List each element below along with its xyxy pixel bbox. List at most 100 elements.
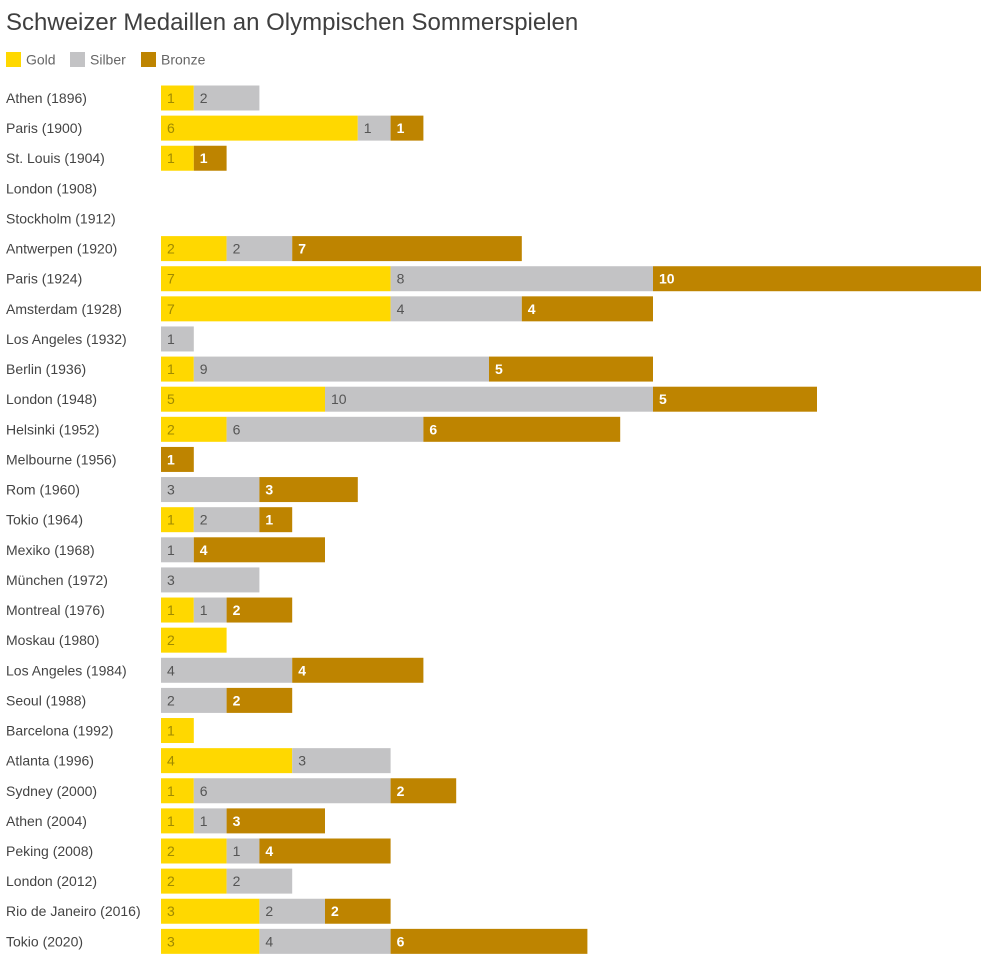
bar-segment-bronze [193,537,325,563]
category-label: Berlin (1936) [6,361,86,377]
chart-title: Schweizer Medaillen an Olympischen Somme… [6,9,578,36]
data-label-bronze: 2 [233,692,241,708]
bar-segment-silber [161,567,260,593]
data-label-silber: 2 [233,873,241,889]
bar-segment-silber [226,236,293,262]
bar-segment-gold [161,296,391,322]
bar-segment-gold [161,85,194,111]
data-label-gold: 3 [167,933,175,949]
legend: Gold Silber Bronze [6,52,206,68]
data-label-gold: 2 [167,873,175,889]
bar-segment-bronze [653,266,981,292]
data-label-gold: 1 [167,723,175,739]
bar-segment-gold [161,778,194,804]
bar-segment-silber [226,868,293,894]
bar-segment-bronze [292,657,424,683]
data-label-silber: 1 [167,542,175,558]
data-label-bronze: 4 [298,662,306,678]
bar-segment-bronze [226,808,325,834]
data-label-gold: 7 [167,301,175,317]
data-label-silber: 6 [200,783,208,799]
bar-segment-gold [161,507,194,533]
category-label: Sydney (2000) [6,783,97,799]
bar-segment-silber [193,507,260,533]
data-label-silber: 2 [200,90,208,106]
data-label-silber: 1 [200,813,208,829]
data-label-silber: 3 [167,482,175,498]
category-label: Amsterdam (1928) [6,301,122,317]
data-label-gold: 1 [167,783,175,799]
bar-segment-gold [161,718,194,744]
legend-label-bronze: Bronze [161,52,206,68]
bar-segment-bronze [259,477,358,503]
bar-segment-bronze [489,356,653,382]
bar-segment-bronze [226,687,293,713]
data-label-gold: 1 [167,150,175,166]
data-label-silber: 1 [233,843,241,859]
bar-segment-bronze [292,236,522,262]
data-label-bronze: 6 [429,421,437,437]
bar-segment-silber [226,838,260,864]
bar-segment-silber [259,898,325,924]
bar-segment-gold [161,597,194,623]
data-label-bronze: 4 [528,301,536,317]
data-label-bronze: 2 [233,602,241,618]
bar-segment-bronze [390,115,424,141]
category-label: Seoul (1988) [6,692,86,708]
category-label: Stockholm (1912) [6,210,116,226]
category-label: London (1948) [6,391,97,407]
data-label-bronze: 4 [200,542,208,558]
bar-segment-silber [390,296,522,322]
data-label-silber: 2 [265,903,273,919]
data-label-silber: 1 [200,602,208,618]
category-label: Tokio (1964) [6,512,83,528]
bar-segment-gold [161,748,293,774]
data-label-silber: 8 [397,271,405,287]
bar-segment-gold [161,898,260,924]
bar-segment-silber [390,266,653,292]
bar-segment-silber [259,928,391,954]
bar-segment-bronze [161,446,194,472]
data-label-bronze: 5 [659,391,667,407]
legend-label-gold: Gold [26,52,56,68]
category-labels: Athen (1896) Paris (1900) St. Louis (1904)… [6,90,141,949]
bar-segment-silber [161,326,194,352]
data-label-silber: 3 [298,753,306,769]
data-label-silber: 3 [167,572,175,588]
category-label: Los Angeles (1984) [6,662,127,678]
data-label-silber: 4 [167,662,175,678]
data-label-gold: 2 [167,843,175,859]
bar-segment-bronze [653,386,817,412]
bar-segment-silber [193,597,227,623]
data-label-gold: 3 [167,903,175,919]
bar-segment-gold [161,868,227,894]
data-label-bronze: 1 [167,451,175,467]
bar-segment-silber [193,356,490,382]
category-label: London (1908) [6,180,97,196]
category-label: Melbourne (1956) [6,451,117,467]
bar-segment-bronze [325,898,391,924]
data-label-bronze: 1 [265,512,273,528]
data-label-silber: 6 [233,421,241,437]
legend-swatch-silber [70,52,85,67]
data-label-silber: 1 [167,331,175,347]
legend-swatch-bronze [141,52,156,67]
data-label-silber: 2 [167,692,175,708]
data-label-gold: 1 [167,512,175,528]
data-label-gold: 2 [167,421,175,437]
data-label-gold: 1 [167,602,175,618]
bar-segment-gold [161,356,194,382]
bar-segment-silber [292,748,391,774]
bar-segment-bronze [259,838,391,864]
bar-segment-bronze [521,296,653,322]
data-label-silber: 2 [233,241,241,257]
data-label-gold: 2 [167,632,175,648]
data-label-bronze: 2 [331,903,339,919]
bar-segment-gold [161,236,227,262]
data-label-gold: 5 [167,391,175,407]
bar-segment-silber [161,657,293,683]
data-label-bronze: 3 [233,813,241,829]
data-label-bronze: 6 [397,933,405,949]
category-label: Paris (1900) [6,120,82,136]
